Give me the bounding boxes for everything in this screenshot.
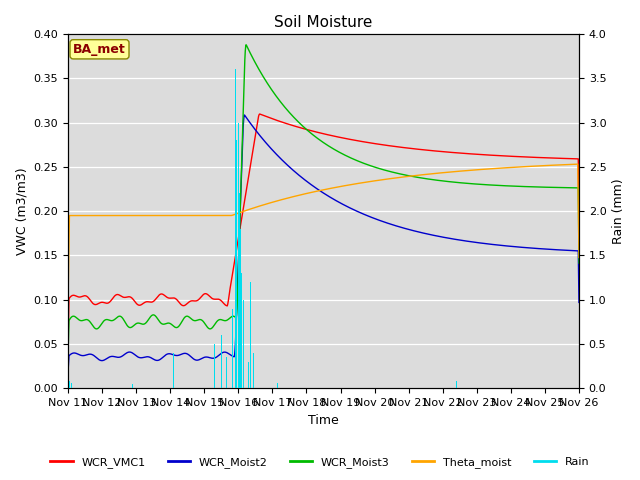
WCR_VMC1 — [575, 242, 583, 248]
WCR_Moist3 — [472, 181, 479, 187]
WCR_Moist2 — [241, 112, 248, 118]
Y-axis label: VWC (m3/m3): VWC (m3/m3) — [15, 168, 28, 255]
Text: BA_met: BA_met — [73, 43, 126, 56]
WCR_VMC1 — [472, 151, 479, 157]
WCR_VMC1 — [530, 155, 538, 160]
WCR_VMC1 — [545, 155, 552, 161]
Y-axis label: Rain (mm): Rain (mm) — [612, 179, 625, 244]
Theta_moist — [349, 181, 357, 187]
WCR_Moist3 — [207, 326, 214, 332]
Theta_moist — [544, 163, 552, 168]
WCR_VMC1 — [207, 294, 214, 300]
WCR_Moist3 — [64, 352, 72, 358]
WCR_Moist2 — [472, 240, 479, 245]
WCR_Moist3 — [545, 184, 552, 190]
Theta_moist — [472, 167, 479, 173]
WCR_VMC1 — [338, 135, 346, 141]
WCR_Moist2 — [575, 300, 583, 305]
Theta_moist — [64, 299, 72, 305]
WCR_Moist2 — [530, 245, 538, 251]
WCR_Moist2 — [64, 369, 72, 375]
WCR_Moist3 — [242, 42, 250, 48]
X-axis label: Time: Time — [308, 414, 339, 427]
WCR_VMC1 — [64, 341, 72, 347]
Theta_moist — [207, 213, 214, 218]
WCR_Moist3 — [338, 151, 346, 156]
WCR_Moist3 — [530, 184, 538, 190]
WCR_VMC1 — [256, 111, 264, 117]
Line: WCR_Moist2: WCR_Moist2 — [68, 115, 579, 372]
Line: WCR_Moist3: WCR_Moist3 — [68, 45, 579, 355]
Line: Theta_moist: Theta_moist — [68, 164, 579, 302]
Theta_moist — [338, 183, 346, 189]
WCR_Moist3 — [349, 156, 357, 162]
Theta_moist — [530, 163, 538, 169]
WCR_Moist2 — [545, 246, 552, 252]
WCR_Moist2 — [338, 201, 346, 207]
Theta_moist — [574, 161, 582, 167]
Legend: WCR_VMC1, WCR_Moist2, WCR_Moist3, Theta_moist, Rain: WCR_VMC1, WCR_Moist2, WCR_Moist3, Theta_… — [46, 452, 594, 472]
WCR_VMC1 — [349, 137, 357, 143]
Theta_moist — [575, 255, 583, 261]
WCR_Moist2 — [349, 206, 357, 212]
WCR_Moist3 — [575, 260, 583, 266]
Line: WCR_VMC1: WCR_VMC1 — [68, 114, 579, 344]
WCR_Moist2 — [207, 355, 214, 361]
Title: Soil Moisture: Soil Moisture — [275, 15, 372, 30]
